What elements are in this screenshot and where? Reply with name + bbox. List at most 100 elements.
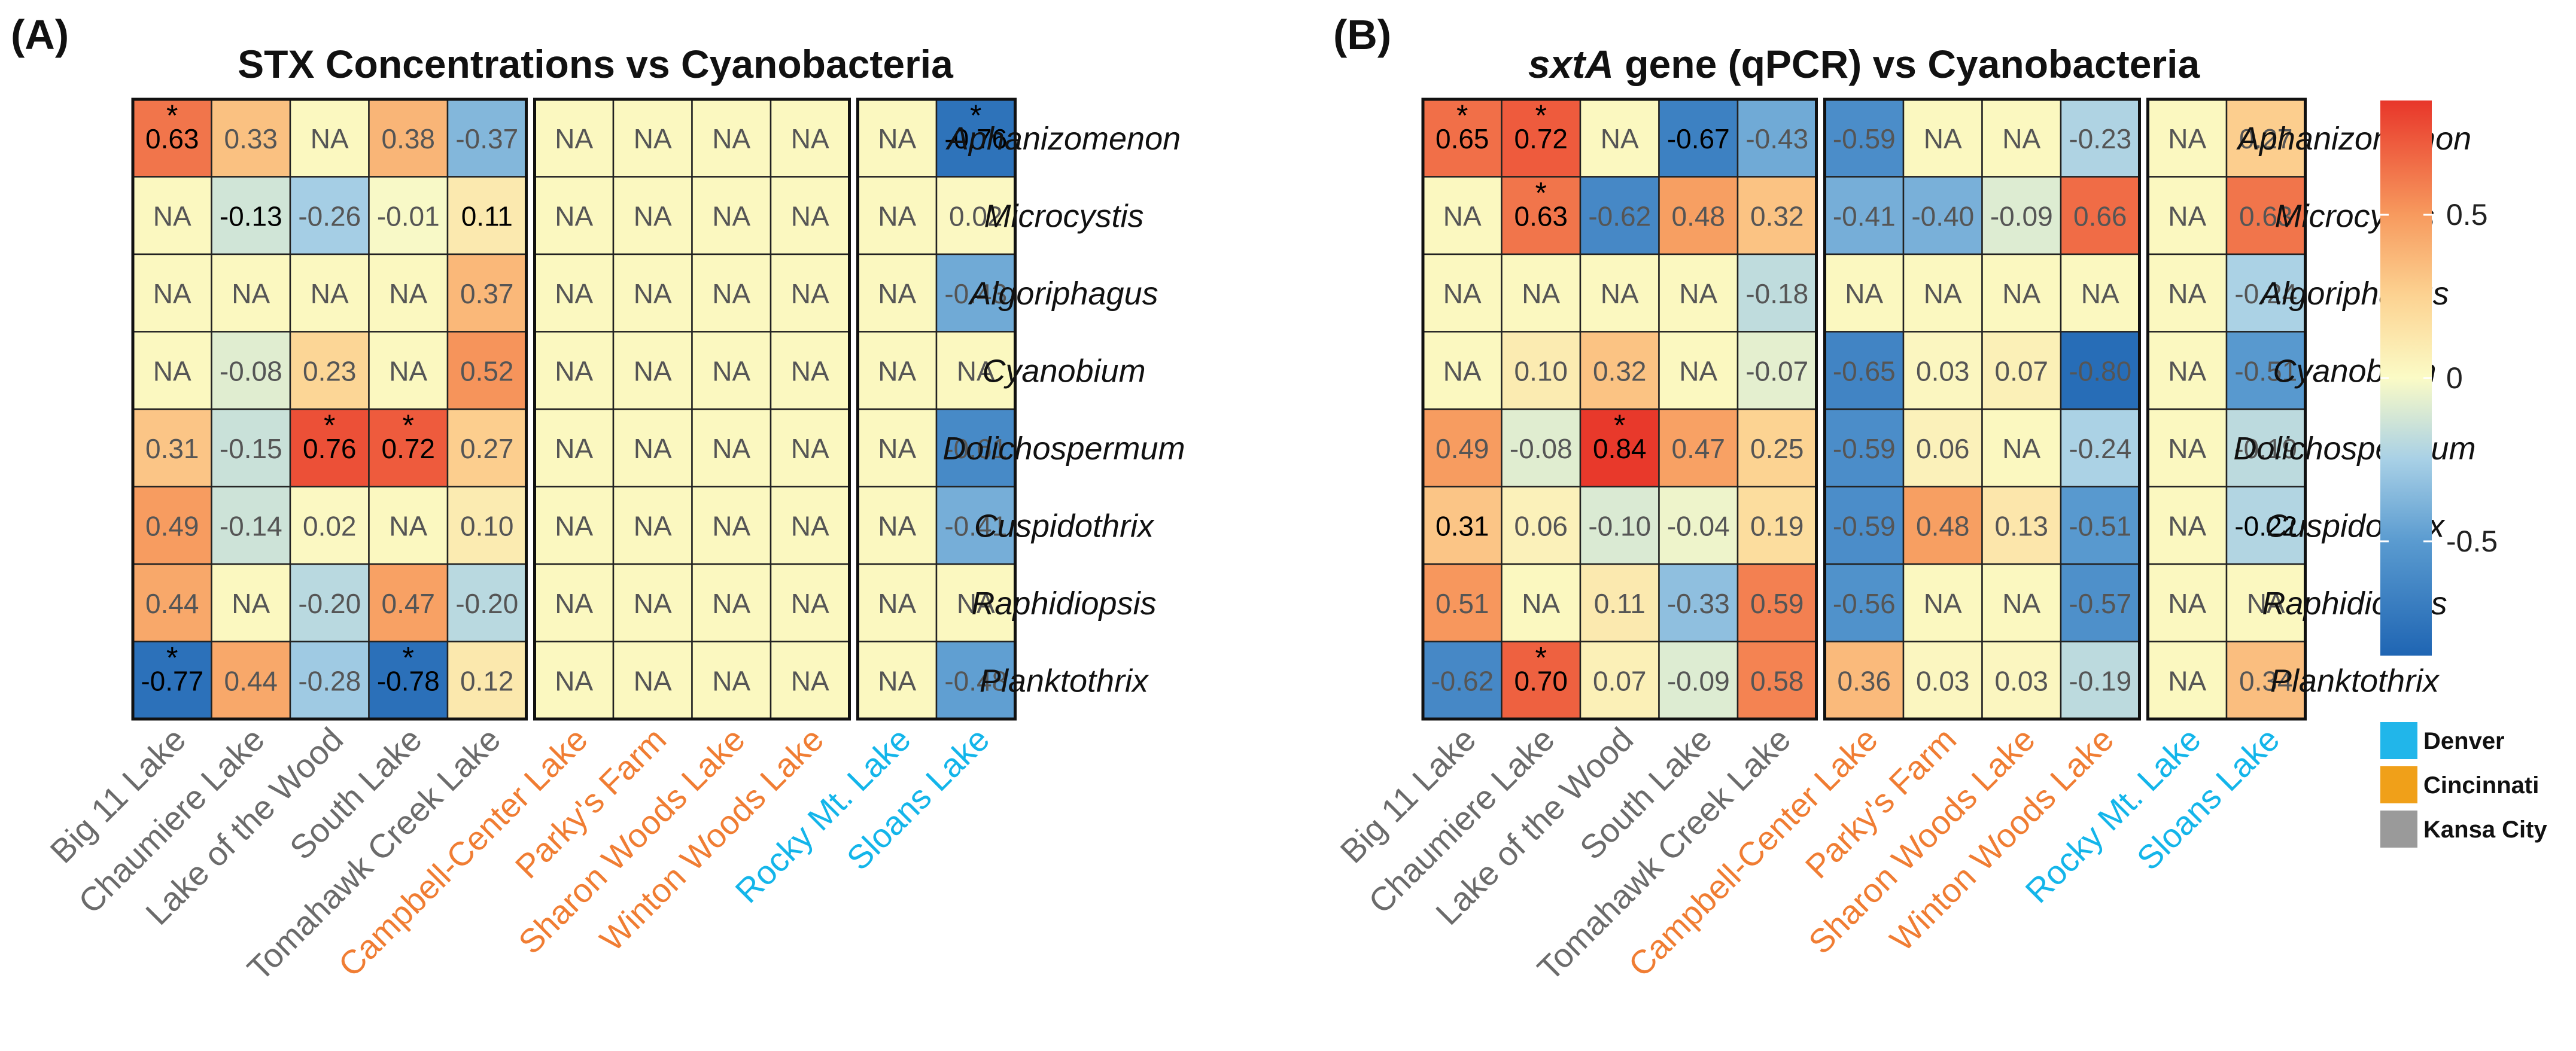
- cell-value-label: 0.10: [460, 510, 514, 541]
- heatmap-cell: [1658, 331, 1739, 410]
- cell-value-label: NA: [555, 278, 593, 309]
- heatmap-cell: [211, 253, 291, 333]
- cell-value-label: NA: [2168, 588, 2206, 619]
- cell-value-label: NA: [712, 200, 750, 231]
- cell-value-label: -0.15: [220, 433, 282, 464]
- cell-value-label: -0.04: [1667, 510, 1730, 541]
- heatmap-cell: [1736, 331, 1817, 410]
- cell-value-label: NA: [2168, 123, 2206, 154]
- cell-value-label: 0.48: [1916, 510, 1970, 541]
- cell-value-label: 0.66: [2073, 200, 2127, 231]
- cell-value-label: NA: [712, 665, 750, 696]
- cell-value-label: 0.48: [1671, 200, 1725, 231]
- heatmap-cell: [1422, 253, 1503, 333]
- cell-value-label: NA: [2168, 665, 2206, 696]
- cell-value-label: -0.24: [2069, 433, 2131, 464]
- chart-title-b: sxtA gene (qPCR) vs Cyanobacteria: [1528, 42, 2201, 86]
- cell-value-label: 0.10: [1514, 355, 1568, 386]
- cell-value-label: NA: [878, 665, 916, 696]
- heatmap-cell: [1658, 176, 1739, 255]
- cell-value-label: 0.32: [1593, 355, 1647, 386]
- cell-value-label: NA: [2002, 278, 2040, 309]
- cell-value-label: -0.57: [2069, 588, 2131, 619]
- cell-value-label: NA: [957, 588, 995, 619]
- cell-value-label: 0.70: [1514, 665, 1568, 696]
- cell-value-label: -0.22: [2234, 510, 2297, 541]
- heatmap-panel-b: sxtA gene (qPCR) vs Cyanobacteria0.65*0.…: [1333, 42, 2475, 988]
- heatmap-cell: [612, 486, 693, 565]
- cell-value-label: -0.01: [377, 200, 440, 231]
- heatmap-cell: [211, 176, 291, 255]
- colorbar-tick-label: 0: [2446, 361, 2463, 395]
- significance-star: *: [166, 641, 178, 675]
- significance-star: *: [970, 99, 981, 132]
- chart-title-rest: gene (qPCR) vs Cyanobacteria: [1614, 42, 2201, 86]
- cell-value-label: NA: [311, 123, 349, 154]
- cell-value-label: NA: [1522, 588, 1560, 619]
- heatmap-cell: [612, 641, 693, 720]
- heatmap-cell: [132, 176, 212, 255]
- legend-label-denver: Denver: [2423, 728, 2505, 754]
- cell-value-label: NA: [634, 433, 672, 464]
- cell-value-label: -0.20: [455, 588, 518, 619]
- cell-value-label: NA: [878, 588, 916, 619]
- panel-b-label: (B): [1333, 11, 1391, 58]
- cell-value-label: NA: [712, 278, 750, 309]
- cell-value-label: -0.48: [944, 665, 1007, 696]
- city-legend: Denver Cincinnati Kansa City: [2380, 722, 2547, 848]
- significance-star: *: [1535, 99, 1547, 132]
- heatmap-cell: [211, 486, 291, 565]
- cell-value-label: 0.44: [224, 665, 278, 696]
- cell-value-label: 0.72: [381, 433, 435, 464]
- cell-value-label: 0.11: [1594, 588, 1646, 619]
- heatmap-cell: [132, 408, 212, 488]
- colorbar: 0.5 0 -0.5: [2380, 100, 2498, 656]
- row-label-dolichospermum: Dolichospermum: [2233, 431, 2475, 467]
- cell-value-label: -0.59: [1833, 123, 1896, 154]
- heatmap-cell: [2147, 563, 2228, 642]
- cell-value-label: 0.84: [1593, 433, 1647, 464]
- column-group-frame: [1823, 98, 2141, 721]
- cell-value-label: NA: [1845, 278, 1883, 309]
- cell-value-label: NA: [1601, 278, 1639, 309]
- significance-star: *: [403, 409, 414, 442]
- heatmap-cell: [1658, 486, 1739, 565]
- cell-value-label: -0.09: [1990, 200, 2053, 231]
- cell-value-label: NA: [791, 665, 829, 696]
- cell-value-label: NA: [1924, 588, 1962, 619]
- cell-value-label: -0.19: [2069, 665, 2131, 696]
- cell-value-label: -0.26: [298, 200, 361, 231]
- cell-value-label: NA: [555, 123, 593, 154]
- cell-value-label: NA: [791, 123, 829, 154]
- heatmap-cell: [770, 641, 850, 720]
- cell-value-label: 0.31: [145, 433, 199, 464]
- cell-value-label: -0.08: [220, 355, 282, 386]
- heatmap-cell: [534, 408, 615, 488]
- row-label-cuspidothrix: Cuspidothrix: [974, 508, 1155, 544]
- cell-value-label: NA: [389, 510, 427, 541]
- cell-value-label: 0.52: [460, 355, 514, 386]
- heatmap-cell: [612, 331, 693, 410]
- cell-value-label: NA: [232, 588, 270, 619]
- cell-value-label: -0.80: [2069, 355, 2131, 386]
- cell-value-label: 0.47: [1671, 433, 1725, 464]
- heatmap-cell: [289, 98, 370, 178]
- heatmap-cell: [1501, 253, 1582, 333]
- heatmap-cell: [1981, 176, 2062, 255]
- heatmap-cell: [935, 563, 1016, 642]
- significance-star: *: [1456, 99, 1468, 132]
- heatmap-cell: [612, 176, 693, 255]
- cell-value-label: 0.72: [1514, 123, 1568, 154]
- heatmap-cell: [368, 641, 449, 720]
- cell-value-label: NA: [878, 355, 916, 386]
- cell-value-label: NA: [634, 355, 672, 386]
- cell-value-label: 0.32: [1750, 200, 1804, 231]
- heatmap-panel-a: STX Concentrations vs Cyanobacteria0.63*…: [42, 42, 1185, 988]
- heatmap-cell: [534, 176, 615, 255]
- cell-value-label: NA: [555, 433, 593, 464]
- cell-value-label: NA: [957, 355, 995, 386]
- heatmap-cell: [1579, 253, 1660, 333]
- heatmap-cell: [1902, 98, 1983, 178]
- cell-value-label: NA: [712, 510, 750, 541]
- heatmap-cell: [446, 486, 527, 565]
